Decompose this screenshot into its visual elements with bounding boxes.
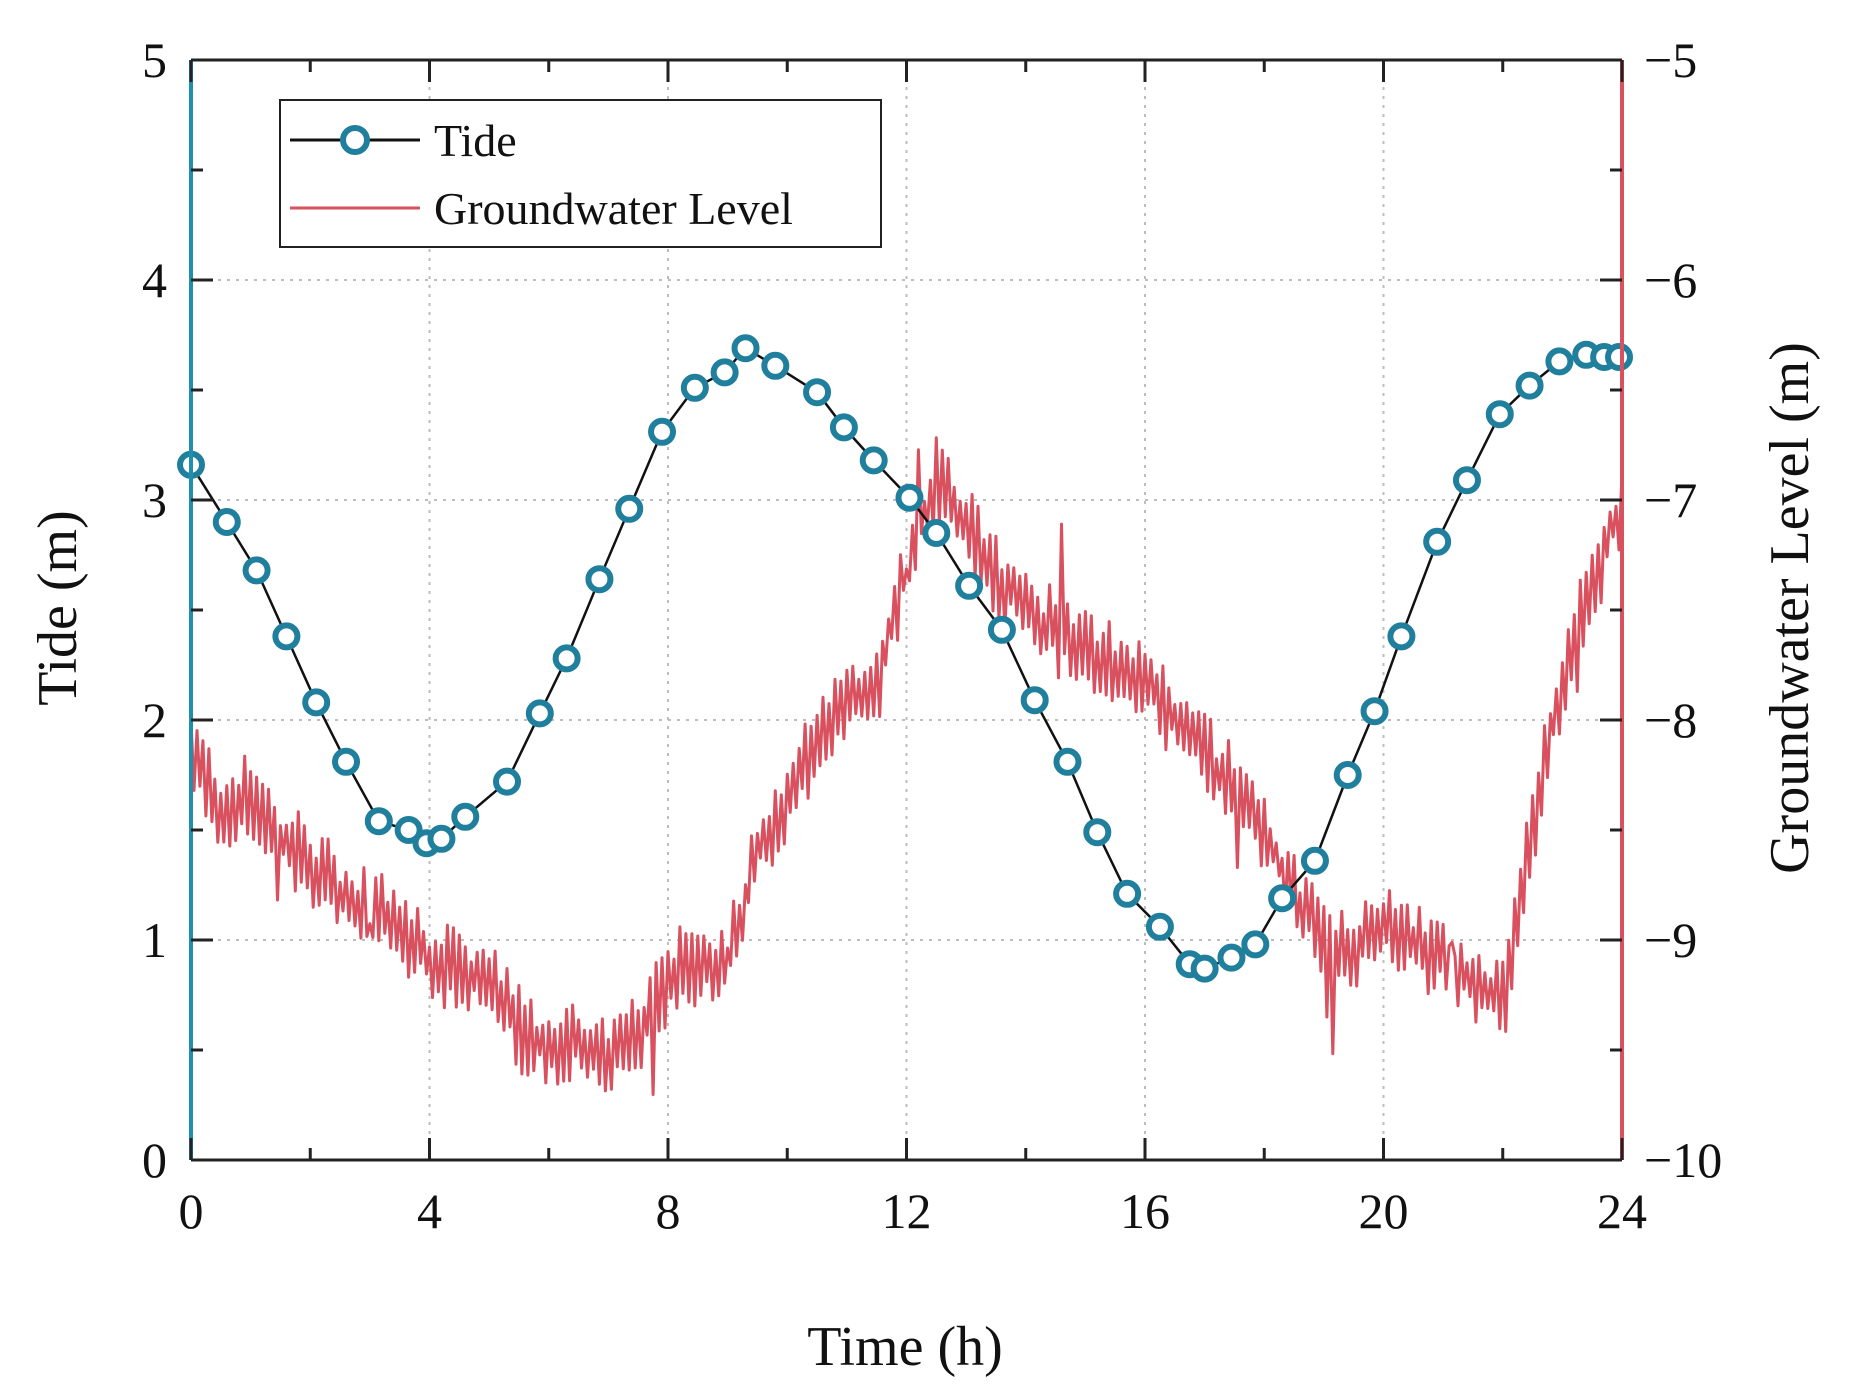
tide-point <box>859 446 888 475</box>
x-tick-label: 8 <box>656 1183 681 1239</box>
legend: Tide Groundwater Level <box>279 99 882 248</box>
tide-point <box>394 816 423 844</box>
tide-point <box>922 519 951 547</box>
x-tick-label: 12 <box>882 1183 932 1239</box>
x-tick-label: 0 <box>179 1183 204 1239</box>
tide-point <box>525 699 554 728</box>
tide-point <box>1485 400 1514 429</box>
tide-point <box>1300 846 1329 875</box>
legend-label-tide: Tide <box>434 115 517 166</box>
grid-lines <box>191 60 1622 1160</box>
y-left-axis-title: Tide (m) <box>27 510 89 706</box>
tide-point <box>987 615 1016 644</box>
y-right-tick-label: −9 <box>1644 912 1697 968</box>
axis-ticks <box>189 58 1624 1162</box>
x-tick-label: 20 <box>1359 1183 1409 1239</box>
tide-point <box>552 644 581 673</box>
y-right-tick-label: −7 <box>1644 472 1697 528</box>
y-right-tick-label: −5 <box>1644 32 1697 88</box>
tide-point <box>364 807 393 836</box>
tide-point <box>731 334 760 363</box>
groundwater-series <box>189 436 1624 1096</box>
y-right-tick-label: −10 <box>1644 1132 1722 1188</box>
tide-point <box>761 351 790 380</box>
tide-point <box>272 622 301 651</box>
tide-point <box>451 802 480 831</box>
tide-point <box>1268 884 1297 913</box>
tide-point <box>332 747 361 776</box>
x-tick-label: 24 <box>1597 1183 1647 1239</box>
x-tick-label: 4 <box>417 1183 442 1239</box>
y-left-tick-label: 1 <box>142 912 167 968</box>
tide-line <box>189 346 1619 970</box>
tide-point <box>955 571 984 600</box>
tide-point <box>302 688 331 717</box>
y-right-tick-label: −8 <box>1644 692 1697 748</box>
tide-point <box>242 556 271 585</box>
tide-point <box>1083 818 1112 847</box>
tide-point <box>1241 930 1270 959</box>
y-right-tick-labels: −10 −9 −8 −7 −6 −5 <box>1644 32 1722 1188</box>
tide-point <box>1545 347 1574 376</box>
tide-point <box>680 373 709 402</box>
tide-point <box>427 824 456 853</box>
legend-label-groundwater: Groundwater Level <box>434 183 793 234</box>
tide-point <box>648 417 677 446</box>
tide-point <box>1360 697 1389 726</box>
tide-point <box>1452 466 1481 495</box>
groundwater-line <box>189 436 1624 1096</box>
tide-point <box>615 494 644 523</box>
tide-point <box>1387 622 1416 651</box>
tide-point <box>1145 912 1174 941</box>
tide-point <box>829 413 858 442</box>
tide-point <box>1020 686 1049 715</box>
y-left-tick-label: 0 <box>142 1132 167 1188</box>
tide-point <box>1217 943 1246 972</box>
x-tick-label: 16 <box>1120 1183 1170 1239</box>
tide-point <box>585 565 614 594</box>
tide-point <box>895 483 924 512</box>
x-axis-title: Time (h) <box>807 1316 1003 1378</box>
tide-series <box>177 334 1634 983</box>
x-tick-labels: 0 4 8 12 16 20 24 <box>179 1183 1648 1239</box>
tide-point <box>212 508 241 536</box>
tide-point <box>1190 954 1219 983</box>
tide-point <box>1053 747 1082 776</box>
tide-point <box>710 358 739 387</box>
tide-point <box>1333 761 1362 789</box>
tide-point <box>803 378 832 407</box>
y-left-tick-label: 3 <box>142 472 167 528</box>
y-left-tick-label: 5 <box>142 32 167 88</box>
tide-point <box>1605 343 1634 371</box>
tide-point <box>493 767 522 796</box>
y-left-tick-labels: 0 1 2 3 4 5 <box>142 32 167 1188</box>
y-right-axis-title: Groundwater Level (m) <box>1759 342 1821 874</box>
tide-point <box>1113 879 1142 908</box>
y-left-tick-label: 2 <box>142 692 167 748</box>
tide-point <box>1423 527 1452 556</box>
legend-tide-marker <box>340 125 370 155</box>
y-right-tick-label: −6 <box>1644 252 1697 308</box>
legend-box <box>279 99 882 248</box>
tide-point <box>1515 371 1544 400</box>
y-left-tick-label: 4 <box>142 252 167 308</box>
